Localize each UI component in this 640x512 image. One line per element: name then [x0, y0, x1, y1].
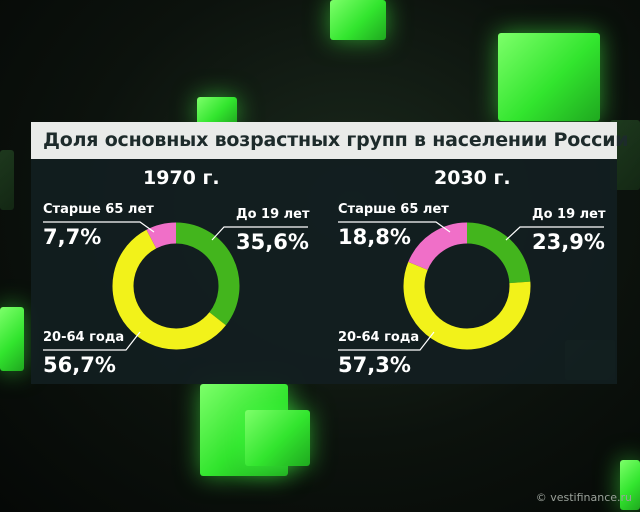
chart-2-slice-age20-64	[403, 261, 531, 350]
chart-1-mid-label: 20-64 года	[43, 330, 125, 345]
chart-1-slice-age20-64	[112, 229, 226, 350]
decorative-cube	[498, 33, 600, 121]
chart-1-under19-label: До 19 лет	[236, 207, 310, 222]
decorative-cube	[330, 0, 386, 40]
chart-1-mid-leader	[43, 331, 141, 351]
chart-2-donut	[403, 222, 531, 350]
chart-1-over65-value: 7,7%	[43, 225, 102, 249]
chart-2-under19-label: До 19 лет	[532, 207, 606, 222]
watermark: © vestifinance.ru	[535, 491, 632, 504]
chart-2-over65-value: 18,8%	[338, 225, 411, 249]
decorative-cube	[245, 410, 310, 466]
chart-2-mid-leader	[338, 331, 435, 351]
chart-2-under19-leader	[505, 226, 604, 241]
chart-2-slice-over65	[408, 222, 468, 271]
decorative-cube	[0, 150, 14, 210]
leader-lines	[43, 221, 604, 351]
chart-1-over65-label: Старше 65 лет	[43, 202, 154, 217]
chart-1-slice-under19	[175, 222, 240, 326]
chart-1-under19-leader	[211, 226, 308, 241]
chart-2-mid-value: 57,3%	[338, 353, 411, 377]
chart-1-slice-over65	[146, 222, 177, 249]
chart-2-under19-value: 23,9%	[532, 230, 605, 254]
chart-1-over65-leader	[43, 221, 155, 233]
chart-2-slice-under19	[466, 222, 531, 284]
chart-2-mid-label: 20-64 года	[338, 330, 420, 345]
chart-2-year: 2030 г.	[434, 167, 511, 189]
chart-2-over65-leader	[338, 221, 451, 233]
chart-1-under19-value: 35,6%	[236, 230, 309, 254]
decorative-cube	[197, 97, 237, 125]
title-bar	[31, 122, 617, 159]
decorative-cube	[620, 460, 640, 510]
chart-2-over65-label: Старше 65 лет	[338, 202, 449, 217]
chart-title: Доля основных возрастных групп в населен…	[43, 129, 629, 151]
chart-1-year: 1970 г.	[143, 167, 220, 189]
chart-1-donut	[112, 222, 240, 350]
decorative-cube	[0, 307, 24, 371]
chart-1-mid-value: 56,7%	[43, 353, 116, 377]
